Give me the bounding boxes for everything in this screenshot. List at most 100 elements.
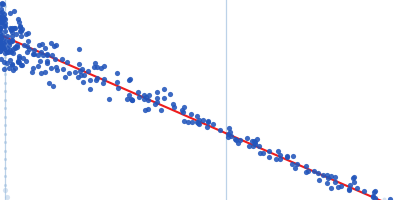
Point bbox=[10, 47, 16, 50]
Point bbox=[11, 9, 17, 12]
Point bbox=[52, 57, 58, 60]
Point bbox=[185, 120, 192, 123]
Point bbox=[145, 98, 151, 101]
Point bbox=[141, 97, 147, 100]
Point bbox=[76, 48, 82, 51]
Point bbox=[346, 188, 352, 192]
Point bbox=[335, 185, 341, 188]
Point bbox=[187, 112, 194, 115]
Point bbox=[19, 64, 26, 67]
Point bbox=[7, 26, 14, 29]
Point bbox=[320, 174, 326, 177]
Point bbox=[226, 126, 232, 129]
Point bbox=[0, 33, 6, 36]
Point bbox=[266, 156, 272, 159]
Point bbox=[15, 60, 22, 64]
Point bbox=[29, 70, 36, 73]
Point bbox=[76, 62, 82, 66]
Point bbox=[106, 98, 112, 101]
Point bbox=[7, 12, 13, 15]
Point bbox=[171, 105, 177, 108]
Point bbox=[50, 85, 56, 88]
Point bbox=[256, 144, 262, 147]
Point bbox=[126, 79, 132, 82]
Point bbox=[328, 174, 334, 177]
Point bbox=[275, 150, 282, 153]
Point bbox=[0, 26, 4, 29]
Point bbox=[0, 43, 4, 46]
Point bbox=[128, 97, 134, 100]
Point bbox=[0, 11, 5, 14]
Point bbox=[251, 139, 257, 143]
Point bbox=[251, 141, 258, 144]
Point bbox=[371, 191, 377, 194]
Point bbox=[4, 50, 11, 54]
Point bbox=[42, 70, 48, 73]
Point bbox=[253, 137, 260, 141]
Point bbox=[80, 80, 87, 83]
Point bbox=[0, 16, 7, 19]
Point bbox=[74, 75, 81, 79]
Point bbox=[20, 43, 27, 46]
Point bbox=[72, 71, 78, 74]
Point bbox=[248, 139, 255, 143]
Point bbox=[324, 181, 330, 184]
Point bbox=[44, 52, 50, 55]
Point bbox=[93, 79, 99, 82]
Point bbox=[351, 176, 358, 179]
Point bbox=[316, 178, 322, 181]
Point bbox=[381, 198, 387, 200]
Point bbox=[2, 98, 8, 101]
Point bbox=[52, 43, 59, 46]
Point bbox=[2, 39, 8, 42]
Point bbox=[2, 188, 8, 191]
Point bbox=[361, 189, 368, 192]
Point bbox=[2, 90, 8, 93]
Point bbox=[25, 39, 32, 43]
Point bbox=[48, 66, 54, 70]
Point bbox=[0, 31, 4, 34]
Point bbox=[6, 39, 12, 43]
Point bbox=[44, 62, 51, 65]
Point bbox=[0, 42, 4, 45]
Point bbox=[1, 25, 7, 28]
Point bbox=[30, 52, 36, 55]
Point bbox=[2, 64, 8, 67]
Point bbox=[7, 41, 14, 44]
Point bbox=[0, 37, 4, 40]
Point bbox=[0, 49, 4, 52]
Point bbox=[141, 94, 147, 97]
Point bbox=[266, 150, 272, 153]
Point bbox=[152, 102, 158, 106]
Point bbox=[188, 120, 195, 123]
Point bbox=[16, 55, 23, 58]
Point bbox=[257, 152, 263, 155]
Point bbox=[0, 16, 4, 19]
Point bbox=[232, 138, 238, 141]
Point bbox=[235, 141, 242, 145]
Point bbox=[153, 97, 160, 100]
Point bbox=[77, 69, 83, 73]
Point bbox=[347, 184, 354, 187]
Point bbox=[135, 90, 142, 93]
Point bbox=[290, 154, 296, 157]
Point bbox=[328, 187, 334, 190]
Point bbox=[5, 50, 11, 54]
Point bbox=[332, 175, 338, 179]
Point bbox=[210, 123, 216, 126]
Point bbox=[0, 46, 6, 49]
Point bbox=[233, 139, 239, 142]
Point bbox=[23, 33, 29, 36]
Point bbox=[195, 121, 201, 124]
Point bbox=[9, 34, 16, 37]
Point bbox=[181, 119, 188, 122]
Point bbox=[0, 20, 4, 24]
Point bbox=[294, 163, 300, 166]
Point bbox=[0, 45, 4, 48]
Point bbox=[1, 67, 7, 70]
Point bbox=[2, 73, 8, 76]
Point bbox=[142, 108, 148, 111]
Point bbox=[136, 95, 142, 98]
Point bbox=[51, 44, 57, 48]
Point bbox=[0, 20, 5, 24]
